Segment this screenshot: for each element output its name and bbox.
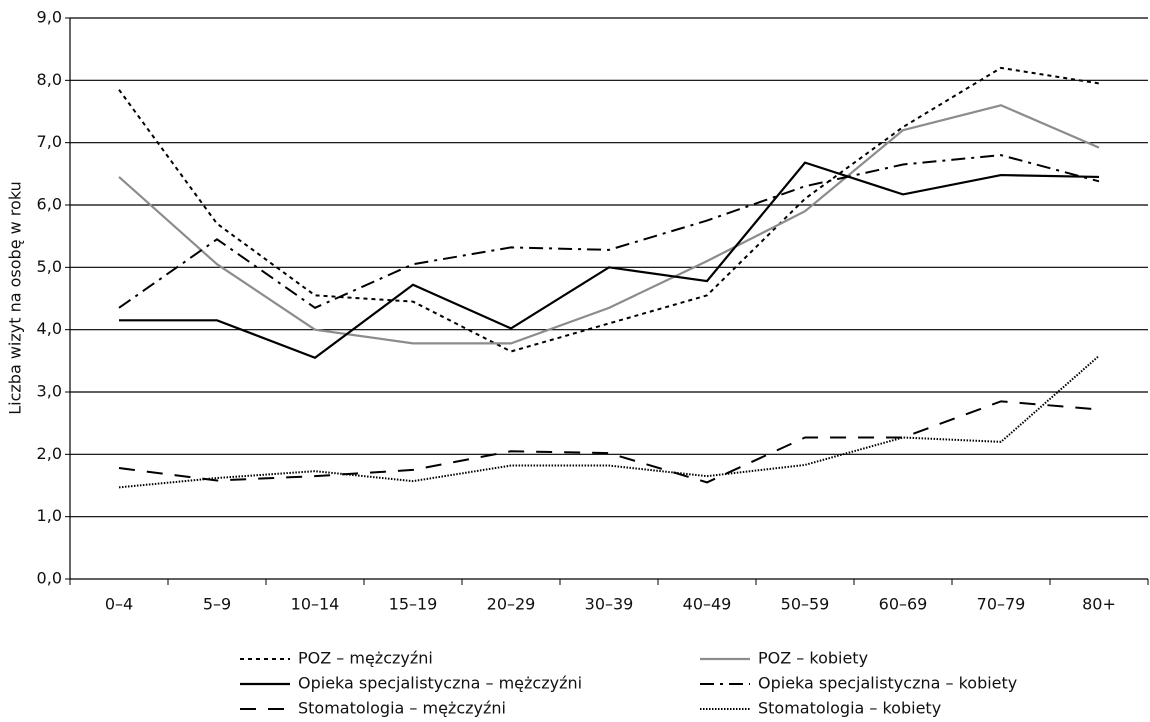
y-tick-label: 8,0	[37, 70, 62, 89]
x-tick-label: 80+	[1082, 595, 1116, 614]
y-tick-label: 6,0	[37, 195, 62, 214]
x-tick-label: 70–79	[977, 595, 1026, 614]
series-line	[118, 400, 1100, 484]
legend-label: POZ – kobiety	[758, 649, 868, 668]
x-tick-label: 0–4	[105, 595, 133, 614]
y-tick-label: 7,0	[37, 132, 62, 151]
series-line	[118, 355, 1100, 489]
x-tick-label: 60–69	[879, 595, 928, 614]
x-tick-label: 30–39	[585, 595, 634, 614]
y-axis-label: Liczba wizyt na osobę w roku	[6, 181, 25, 415]
legend-label: Stomatologia – kobiety	[758, 699, 941, 718]
x-tick-label: 40–49	[683, 595, 732, 614]
x-tick-label: 50–59	[781, 595, 830, 614]
y-tick-label: 3,0	[37, 382, 62, 401]
y-tick-label: 4,0	[37, 319, 62, 338]
x-tick-label: 5–9	[203, 595, 231, 614]
series-line	[118, 154, 1100, 309]
legend-label: Opieka specjalistyczna – mężczyźni	[298, 674, 582, 693]
y-tick-label: 1,0	[37, 506, 62, 525]
series-line	[118, 104, 1100, 345]
x-tick-label: 20–29	[487, 595, 536, 614]
x-tick-label: 15–19	[389, 595, 438, 614]
series-line	[119, 161, 1100, 359]
legend-label: Opieka specjalistyczna – kobiety	[758, 674, 1017, 693]
y-tick-label: 0,0	[37, 569, 62, 588]
legend-label: POZ – mężczyźni	[298, 649, 433, 668]
x-tick-label: 10–14	[291, 595, 340, 614]
y-tick-label: 2,0	[37, 444, 62, 463]
y-tick-label: 9,0	[37, 8, 62, 27]
legend-label: Stomatologia – mężczyźni	[298, 699, 506, 718]
y-tick-label: 5,0	[37, 257, 62, 276]
